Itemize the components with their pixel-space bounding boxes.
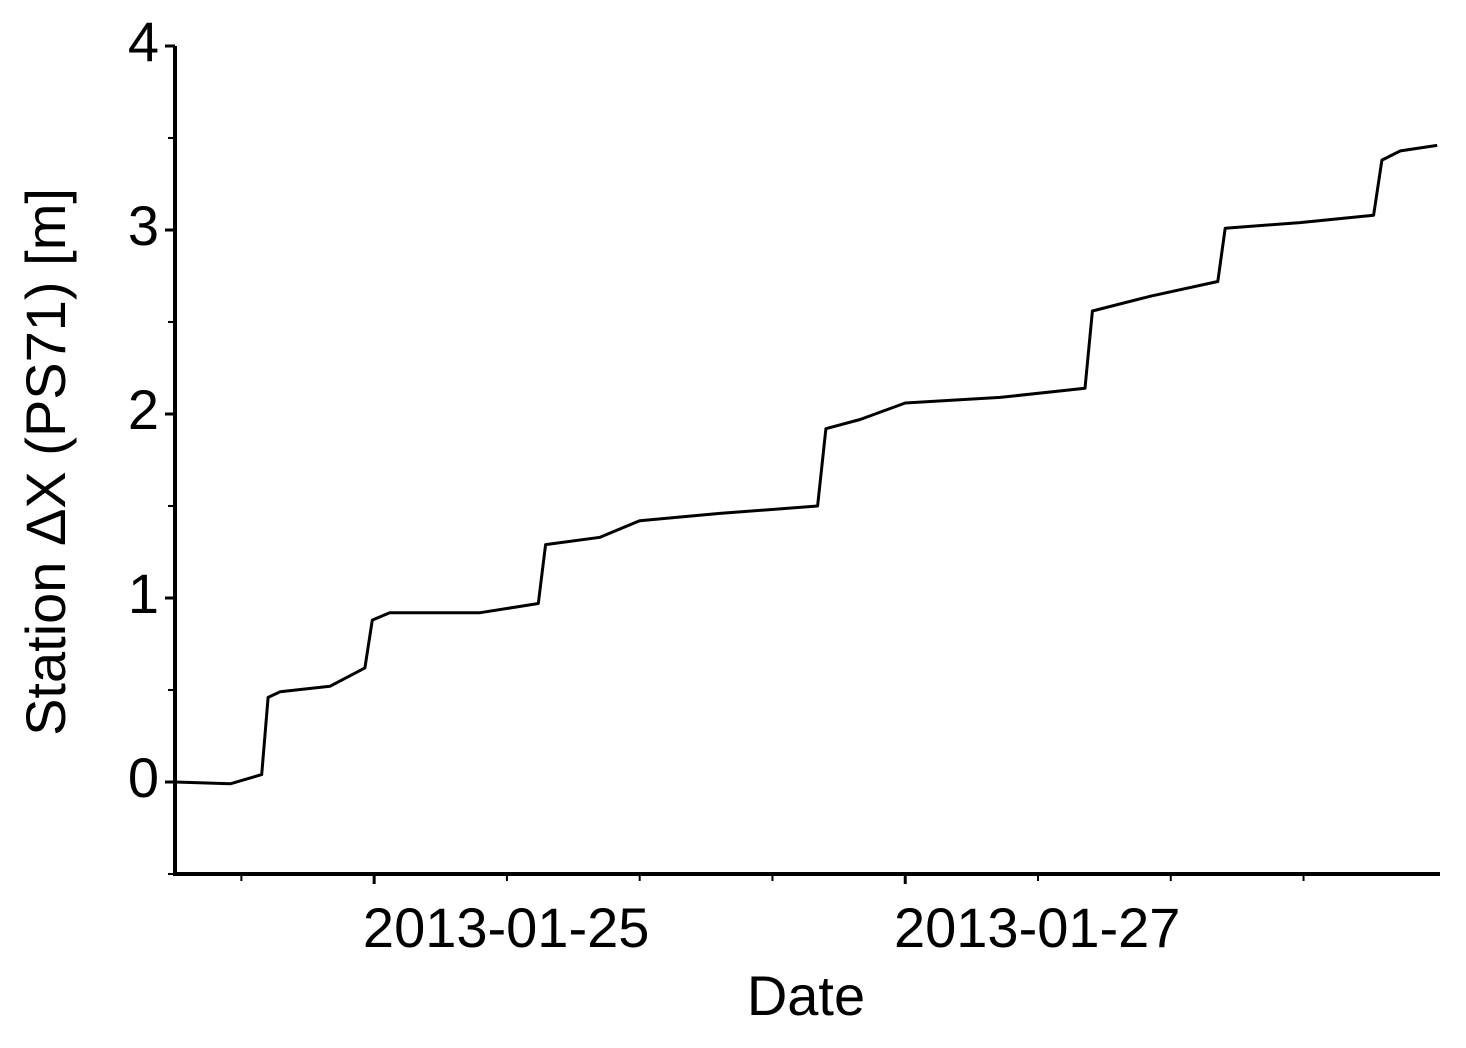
y-tick-label: 4 [128, 10, 159, 73]
y-axis-label: Station ΔX (PS71) [m] [14, 188, 77, 736]
x-axis-label: Date [747, 964, 865, 1027]
x-tick-label: 2013-01-27 [894, 896, 1180, 959]
y-tick-label: 3 [128, 194, 159, 257]
y-tick-label: 2 [128, 378, 159, 441]
y-tick-label: 1 [128, 562, 159, 625]
y-tick-label: 0 [128, 746, 159, 809]
data-line [174, 143, 1438, 786]
x-tick-label: 2013-01-25 [363, 896, 649, 959]
